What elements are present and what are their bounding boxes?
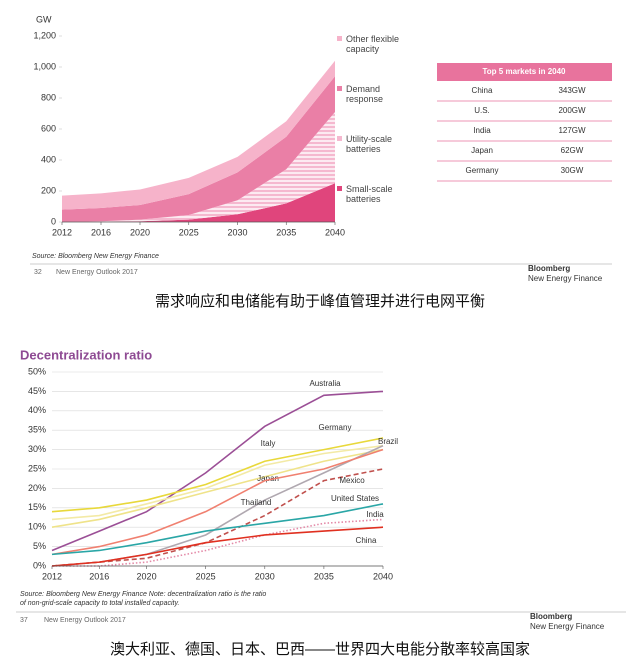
x-tick-label: 2020 — [137, 571, 157, 581]
y-tick-label: 0 — [51, 216, 56, 226]
y-tick-label: 0% — [33, 560, 46, 570]
series-label: Australia — [309, 379, 341, 388]
legend-label: Other flexible capacity — [346, 34, 400, 54]
hatch-overlay — [62, 111, 335, 222]
x-tick-label: 2040 — [325, 227, 345, 237]
y-tick-label: 600 — [41, 123, 56, 133]
table-cell: China — [472, 86, 493, 95]
table-cell: 30GW — [561, 166, 584, 175]
line — [51, 526, 384, 567]
legend-label: Utility-scale batteries — [346, 134, 393, 154]
y-unit: GW — [36, 14, 52, 24]
series-label: Mexico — [339, 476, 365, 485]
logo: New Energy Finance — [530, 622, 605, 631]
x-tick-label: 2035 — [276, 227, 296, 237]
logo: Bloomberg — [530, 612, 572, 621]
caption: 需求响应和电储能有助于峰值管理并进行电网平衡 — [154, 293, 485, 310]
chart-title: Decentralization ratio — [20, 347, 152, 362]
x-tick-label: 2025 — [196, 571, 216, 581]
table-cell: U.S. — [474, 106, 490, 115]
table-cell: 127GW — [558, 126, 586, 135]
table-cell: 62GW — [561, 146, 584, 155]
series-label: Japan — [257, 474, 279, 483]
y-tick-label: 1,000 — [33, 61, 56, 71]
area — [62, 76, 335, 222]
series-label: China — [356, 536, 377, 545]
x-tick-label: 2016 — [91, 227, 111, 237]
legend-swatch — [337, 36, 342, 41]
table-cell: 343GW — [558, 86, 586, 95]
x-tick-label: 2035 — [314, 571, 334, 581]
line — [51, 448, 384, 528]
y-tick-label: 30% — [28, 444, 46, 454]
x-tick-label: 2040 — [373, 571, 393, 581]
y-tick-label: 10% — [28, 522, 46, 532]
table-cell: Japan — [471, 146, 493, 155]
legend-swatch — [337, 136, 342, 141]
footer-text: New Energy Outlook 2017 — [56, 269, 138, 276]
table-title: Top 5 markets in 2040 — [483, 67, 567, 76]
source: Source: Bloomberg New Energy Finance — [32, 253, 159, 260]
caption: 澳大利亚、德国、日本、巴西——世界四大电能分散率较高国家 — [109, 641, 530, 658]
x-tick-label: 2016 — [89, 571, 109, 581]
series-label: Brazil — [378, 437, 398, 446]
line — [51, 390, 384, 552]
legend-swatch — [337, 86, 342, 91]
line — [51, 437, 384, 513]
logo: Bloomberg — [528, 264, 570, 273]
x-tick-label: 2012 — [52, 227, 72, 237]
series-label: Italy — [261, 439, 276, 448]
area — [62, 183, 335, 222]
table-cell: 200GW — [558, 106, 586, 115]
source: Source: Bloomberg New Energy Finance Not… — [20, 591, 266, 598]
table-header — [437, 63, 612, 81]
y-tick-label: 20% — [28, 483, 46, 493]
y-tick-label: 1,200 — [33, 30, 56, 40]
series-label: Germany — [319, 423, 352, 432]
series-label: United States — [331, 494, 379, 503]
area — [62, 60, 335, 210]
line — [51, 503, 384, 556]
legend-label: Demand response — [346, 84, 384, 104]
series-label: Thailand — [241, 498, 272, 507]
logo: New Energy Finance — [528, 274, 603, 283]
page-number: 37 — [20, 617, 28, 624]
x-tick-label: 2020 — [130, 227, 150, 237]
y-tick-label: 50% — [28, 366, 46, 376]
x-tick-label: 2025 — [179, 227, 199, 237]
legend-label: Small-scale batteries — [346, 184, 393, 204]
legend-swatch — [337, 186, 342, 191]
x-tick-label: 2012 — [42, 571, 62, 581]
series-label: India — [366, 510, 384, 519]
source: of non-grid-scale capacity to total inst… — [20, 600, 179, 607]
y-tick-label: 40% — [28, 405, 46, 415]
table-cell: India — [473, 126, 491, 135]
line — [51, 444, 384, 521]
y-tick-label: 800 — [41, 92, 56, 102]
y-tick-label: 400 — [41, 154, 56, 164]
footer-text: New Energy Outlook 2017 — [44, 617, 126, 624]
table-cell: Germany — [466, 166, 499, 175]
y-tick-label: 35% — [28, 425, 46, 435]
x-tick-label: 2030 — [255, 571, 275, 581]
y-tick-label: 15% — [28, 502, 46, 512]
y-tick-label: 200 — [41, 185, 56, 195]
y-tick-label: 5% — [33, 541, 46, 551]
x-tick-label: 2030 — [227, 227, 247, 237]
line — [52, 518, 384, 567]
y-tick-label: 45% — [28, 386, 46, 396]
y-tick-label: 25% — [28, 463, 46, 473]
line — [51, 448, 384, 556]
page-number: 32 — [34, 269, 42, 276]
